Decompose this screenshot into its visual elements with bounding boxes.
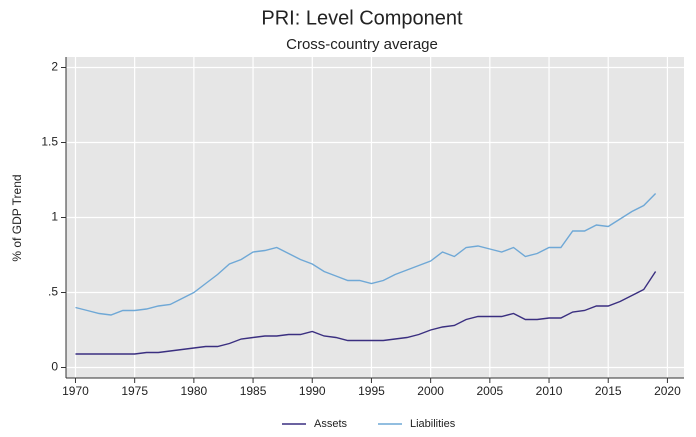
legend-label: Liabilities (410, 418, 456, 430)
x-tick-label: 1990 (299, 384, 326, 398)
legend-label: Assets (314, 418, 348, 430)
data-line (75, 193, 657, 316)
x-tick-label: 1980 (181, 384, 208, 398)
data-line (75, 271, 657, 355)
y-tick-label: 2 (51, 60, 58, 74)
chart-subtitle: Cross-country average (286, 36, 438, 53)
x-tick-label: 2015 (595, 384, 622, 398)
x-tick-label: 1985 (240, 384, 267, 398)
x-tick-label: 1995 (358, 384, 385, 398)
y-axis-label: % of GDP Trend (10, 174, 24, 261)
y-tick-label: 0 (51, 360, 58, 374)
x-tick-label: 2020 (654, 384, 681, 398)
y-tick-label: .5 (48, 285, 58, 299)
x-tick-label: 1970 (62, 384, 89, 398)
y-tick-label: 1.5 (41, 135, 58, 149)
chart-title: PRI: Level Component (261, 7, 463, 29)
x-tick-label: 2010 (536, 384, 563, 398)
x-tick-label: 1975 (121, 384, 148, 398)
x-tick-label: 2005 (476, 384, 503, 398)
y-tick-label: 1 (51, 210, 58, 224)
x-tick-label: 2000 (417, 384, 444, 398)
